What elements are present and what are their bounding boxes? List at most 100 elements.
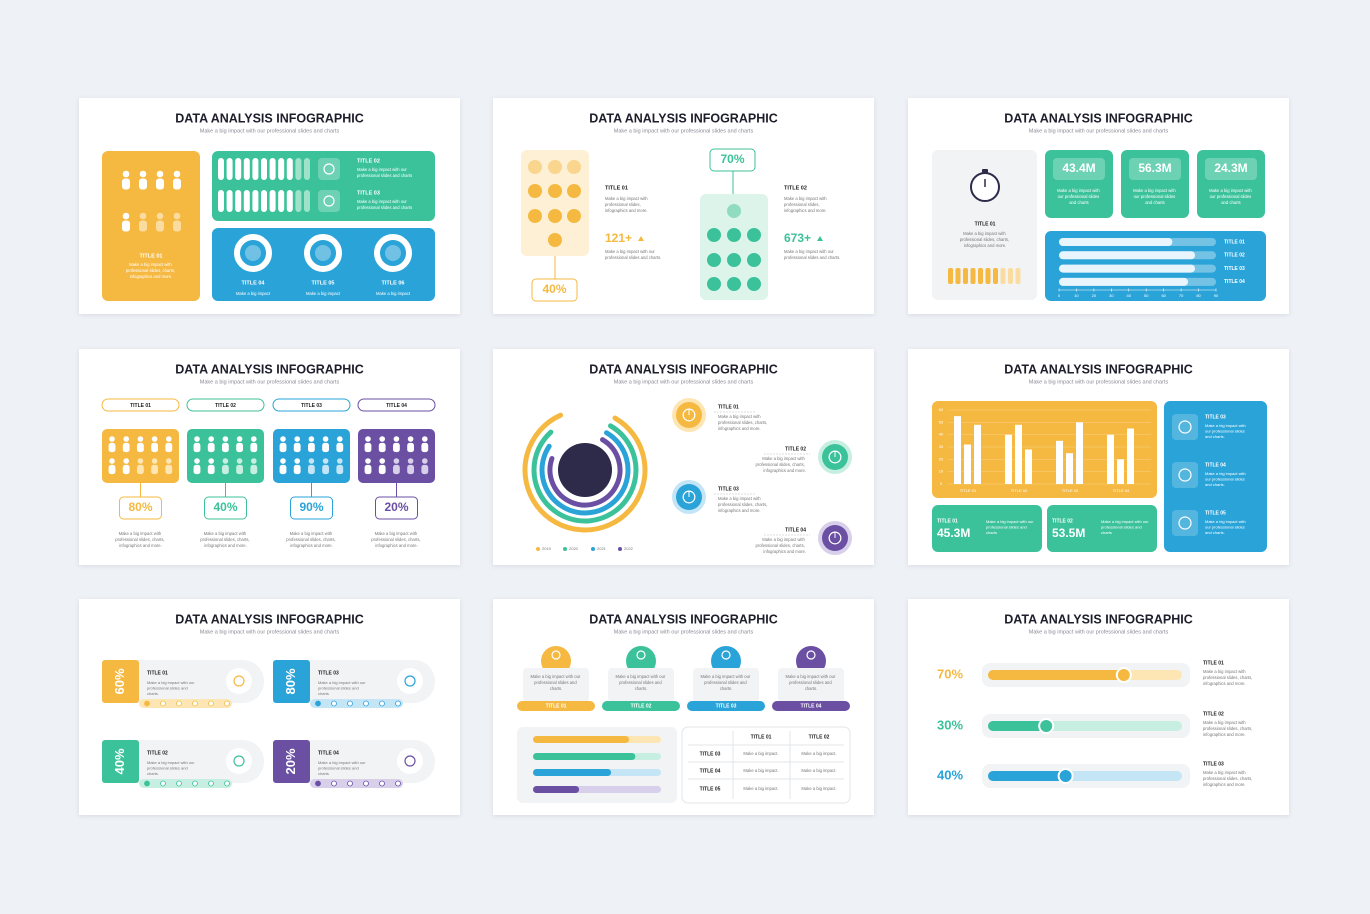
text-line: infographics and more. xyxy=(1203,782,1246,787)
person-body xyxy=(122,464,130,475)
pill xyxy=(243,190,250,212)
slide-title: DATA ANALYSIS INFOGRAPHIC xyxy=(175,612,363,626)
pill xyxy=(278,190,285,212)
item-title: TITLE 03 xyxy=(357,190,380,196)
description: Make a big impact with our professional … xyxy=(357,167,412,178)
person-head xyxy=(365,436,371,442)
text-line: professional slides, charts, xyxy=(1203,675,1254,680)
text-line: Make a big impact with xyxy=(1205,423,1247,428)
person-head xyxy=(173,212,181,220)
stat: 43.4M xyxy=(1062,161,1095,175)
percent: 70% xyxy=(937,666,963,681)
slide-subtitle: Make a big impact with our professional … xyxy=(1029,128,1169,134)
dot xyxy=(567,209,581,223)
text-line: Make a big impact with xyxy=(762,537,806,542)
card xyxy=(523,668,589,702)
person-head xyxy=(165,436,172,442)
percent: 40% xyxy=(542,282,566,296)
card xyxy=(608,668,674,702)
bar xyxy=(1059,251,1196,260)
bar xyxy=(1015,424,1022,484)
dot xyxy=(144,700,150,707)
description: Make a big impact with our professional … xyxy=(784,249,840,260)
card xyxy=(358,429,435,483)
text-line: professional slides, charts, xyxy=(371,537,422,542)
text-line: infographics and more. xyxy=(784,208,827,213)
text-line: Make a big impact with our xyxy=(986,519,1035,524)
item-title: TITLE 03 xyxy=(301,403,322,409)
person-body xyxy=(308,464,315,475)
dot xyxy=(192,780,198,787)
item-title: TITLE 05 xyxy=(312,280,335,286)
person-body xyxy=(108,442,116,453)
person-body xyxy=(207,442,215,453)
progress-bar xyxy=(533,753,636,760)
icon-box xyxy=(1172,510,1198,536)
text-line: professional slides, charts, xyxy=(1203,726,1254,731)
person-head xyxy=(365,458,371,464)
description: Make a big impact with professional slid… xyxy=(1203,669,1254,686)
tick-label: 0 xyxy=(1058,293,1061,298)
icon xyxy=(233,755,245,767)
dot xyxy=(224,780,230,787)
item-title: TITLE 03 xyxy=(1205,414,1226,420)
text-line: charts. xyxy=(805,686,818,691)
dot xyxy=(208,780,214,787)
value-box xyxy=(1205,158,1257,180)
person-head xyxy=(222,458,229,464)
person-head xyxy=(122,170,130,178)
bar-label: TITLE 03 xyxy=(1224,266,1245,272)
tick-label: 90 xyxy=(1214,293,1219,298)
description: Make a big impact with our professional … xyxy=(531,674,582,691)
center-circle xyxy=(558,443,612,497)
item-title: TITLE 02 xyxy=(147,750,168,756)
icon xyxy=(1178,516,1192,530)
slider-fill xyxy=(988,771,1066,781)
bar-label: TITLE 04 xyxy=(1224,279,1245,285)
description: Make a big impact with our professional … xyxy=(1209,188,1253,205)
person-body xyxy=(308,442,315,453)
slide-title: DATA ANALYSIS INFOGRAPHIC xyxy=(1004,612,1192,626)
tick-label: 40 xyxy=(939,432,944,437)
person-body xyxy=(173,220,181,232)
item-title: TITLE 04 xyxy=(242,280,266,286)
table-cell: Make a big impact. xyxy=(743,786,778,791)
description: Make a big impact with professional slid… xyxy=(1203,720,1254,737)
icon xyxy=(1178,468,1192,482)
progress-bar xyxy=(533,736,629,743)
person-head xyxy=(308,458,315,464)
text-line: professional slides and charts xyxy=(357,205,412,210)
description: Make a big impact with our professional … xyxy=(318,680,367,696)
slide-title: DATA ANALYSIS INFOGRAPHIC xyxy=(589,612,777,626)
dot xyxy=(747,228,761,242)
icon-box xyxy=(318,190,340,212)
item-title: TITLE 02 xyxy=(785,446,806,452)
person-body xyxy=(122,442,130,453)
tick-label: 50 xyxy=(1144,293,1149,298)
tick-label: 70 xyxy=(1179,293,1184,298)
icon-circle xyxy=(397,668,423,694)
dot xyxy=(567,160,581,174)
dot xyxy=(160,700,166,707)
text-line: professional slides, charts, xyxy=(200,537,251,542)
dot xyxy=(548,184,562,198)
description: Make a big impact with professional slid… xyxy=(605,196,649,213)
description: Make a big impact with our professional … xyxy=(616,674,667,691)
pill xyxy=(261,158,267,180)
text-line: Make a big impact with our xyxy=(318,760,367,765)
dot xyxy=(548,209,562,223)
tick-label: 30 xyxy=(1109,293,1114,298)
percent: 40% xyxy=(112,748,127,774)
person-body xyxy=(108,464,116,475)
dot xyxy=(707,253,721,267)
text-line: charts xyxy=(318,691,329,696)
person-head xyxy=(151,458,158,464)
table xyxy=(681,726,851,804)
text-line: our professional slides xyxy=(1058,194,1101,199)
bar xyxy=(1076,422,1083,484)
text-line: Make a big impact with our xyxy=(357,167,408,172)
person-head xyxy=(236,436,243,442)
person-head xyxy=(407,458,414,464)
person-body xyxy=(151,464,158,475)
description: Make a big impact with our professional … xyxy=(1133,188,1177,205)
